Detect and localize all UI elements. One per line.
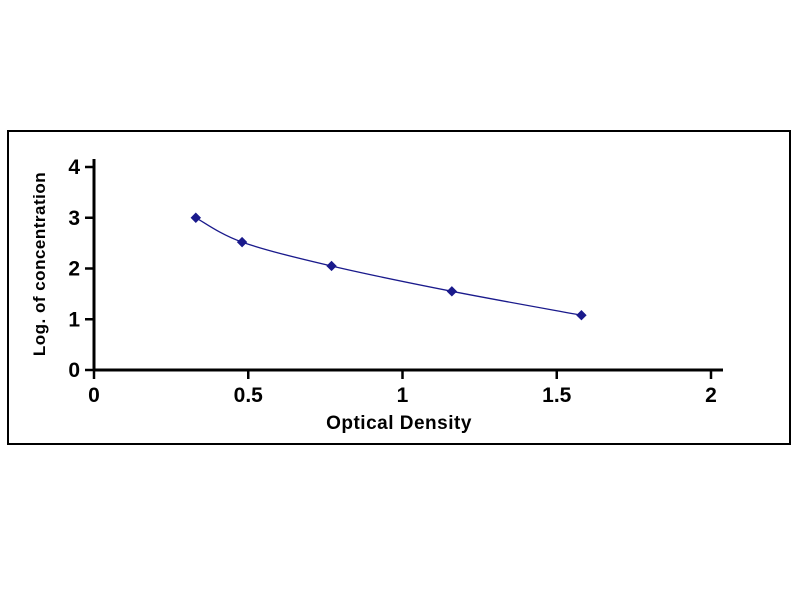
y-tick-label: 0 xyxy=(68,359,80,382)
data-point-marker xyxy=(190,212,202,223)
data-point-marker xyxy=(446,286,458,297)
y-tick-label: 3 xyxy=(68,207,80,230)
x-tick-label: 1.5 xyxy=(542,384,572,407)
x-tick-label: 1 xyxy=(397,384,409,407)
chart-frame: 0 1 2 3 4 0 0.5 1 1.5 2 xyxy=(7,130,791,445)
data-point-marker xyxy=(326,260,337,272)
x-tick-label: 0 xyxy=(88,384,100,407)
plot-svg: 0 1 2 3 4 0 0.5 1 1.5 2 xyxy=(68,156,723,407)
x-axis-title: Optical Density xyxy=(326,413,472,434)
x-tick-label: 0.5 xyxy=(234,384,264,407)
curve-line xyxy=(195,217,582,316)
y-axis-title: Log. of concentration xyxy=(30,171,49,357)
y-tick-label: 2 xyxy=(68,258,80,281)
y-tick-label: 4 xyxy=(68,156,80,179)
x-tick-label: 2 xyxy=(705,384,717,407)
data-point-marker xyxy=(576,309,587,321)
y-tick-label: 1 xyxy=(68,308,80,331)
data-point-marker xyxy=(236,236,248,248)
